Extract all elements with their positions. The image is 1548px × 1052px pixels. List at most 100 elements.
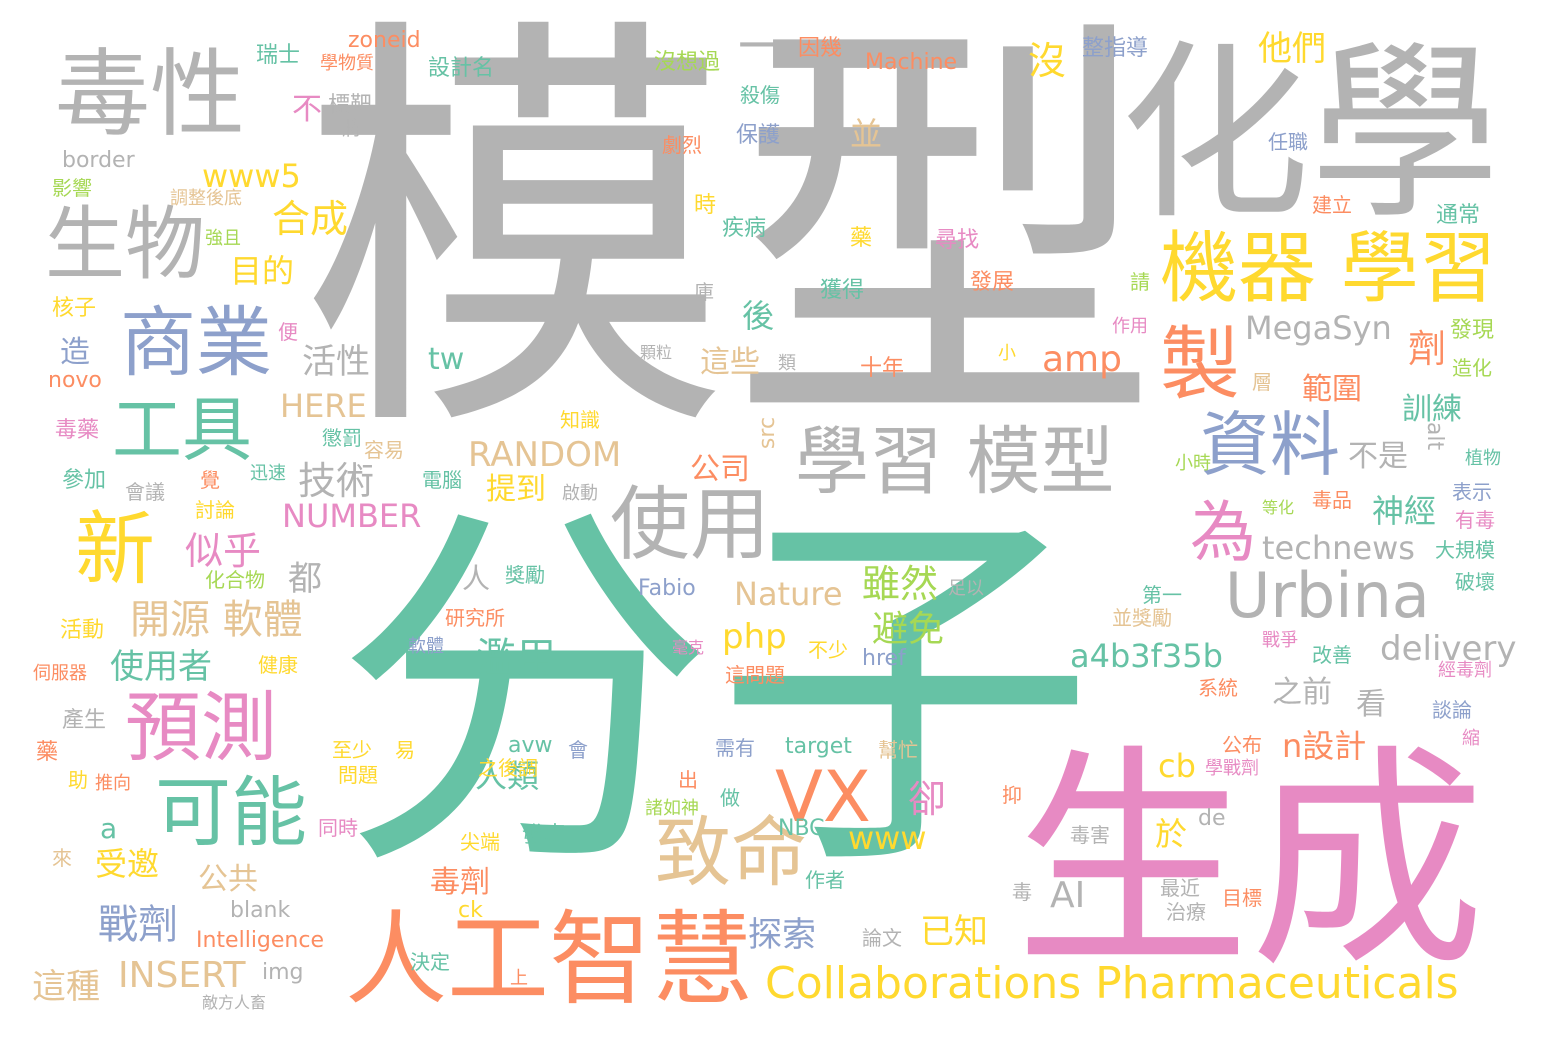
word-plant: 植物 (1465, 448, 1501, 469)
word-urbina: Urbina (1225, 559, 1430, 632)
word-usually: 通常 (1436, 203, 1481, 228)
word-alt: alt (1422, 421, 1448, 451)
word-use: 使用 (610, 478, 770, 571)
word-kind: 類 (778, 353, 796, 374)
word-narcotics: 毒品 (1312, 488, 1352, 512)
word-computer: 電腦 (422, 468, 462, 492)
word-chem-substance: 學物質 (320, 53, 374, 74)
word-switzerland: 瑞士 (256, 43, 301, 68)
word-feel: 覺 (200, 468, 220, 492)
word-server: 伺服器 (33, 663, 87, 684)
word-but: 卻 (908, 777, 947, 821)
word-out: 出 (678, 768, 698, 792)
word-activity: 活性 (302, 342, 370, 382)
word-biology: 生物 (45, 198, 205, 291)
word-person: 人 (462, 562, 491, 595)
word-and-reward: 並獎勵 (1112, 606, 1172, 630)
word-target: target (785, 734, 852, 759)
word-need: 需有 (715, 736, 755, 760)
word-compound: 化合物 (205, 568, 265, 592)
word-medicine: 藥 (850, 226, 873, 251)
word-invited: 受邀 (95, 845, 160, 883)
word-after-adjust: 之後調 (478, 756, 538, 780)
word-ai-zh: 人工智慧 (345, 901, 753, 1020)
word-create: 造 (60, 335, 90, 370)
word-help2: 幫忙 (878, 738, 918, 762)
word-all: 都 (288, 559, 322, 599)
word-toxic-agent: 毒劑 (430, 865, 490, 900)
word-they: 他們 (1258, 29, 1326, 69)
word-drug: 藥 (36, 740, 59, 765)
word-zoneid: zoneid (348, 28, 421, 53)
word-talk: 談論 (1432, 698, 1472, 722)
word-effect: 作用 (1112, 316, 1148, 337)
word-participate: 參加 (62, 468, 107, 493)
word-delivery: delivery (1380, 629, 1517, 669)
word-system: 系統 (1198, 676, 1238, 700)
word-look: 看 (1356, 687, 1386, 722)
word-and: 並 (850, 115, 883, 153)
word-push: 推向 (95, 773, 131, 794)
word-develop: 發展 (970, 270, 1015, 295)
word-none: 沒 (1028, 39, 1067, 83)
word-de: de (1198, 806, 1226, 831)
word-layer: 層 (1252, 370, 1272, 394)
word-indicate: 表示 (1452, 480, 1492, 504)
word-before: 之前 (1272, 675, 1332, 710)
word-harm: 毒害 (1070, 823, 1110, 847)
word-possible: 可能 (155, 768, 307, 857)
word-this-kind: 這種 (32, 967, 100, 1007)
word-vx: VX (775, 756, 871, 838)
word-nature: Nature (734, 575, 843, 613)
word-border: border (62, 148, 135, 173)
word-novo: novo (48, 368, 102, 393)
word-search: 尋找 (935, 228, 980, 253)
word-problem: 問題 (338, 763, 378, 787)
word-do: 做 (720, 786, 740, 810)
word-treat: 治療 (1166, 900, 1206, 924)
word-easy2: 易 (395, 738, 415, 762)
word-training: 訓練 (1402, 392, 1462, 427)
word-punish: 懲罰 (322, 426, 362, 450)
word-not-few: 不少 (808, 638, 848, 662)
word-never-thought: 沒想過 (654, 50, 721, 75)
word-author: 作者 (805, 868, 845, 892)
word-improve: 改善 (1312, 643, 1352, 667)
word-meeting: 會議 (125, 480, 165, 504)
word-learning-model: 學習 模型 (795, 419, 1115, 505)
word-a4b3f35b: a4b3f35b (1070, 637, 1223, 675)
word-range: 範圍 (1302, 372, 1362, 407)
word-user: 使用者 (110, 647, 212, 687)
word-cutting-edge: 尖端 (460, 830, 500, 854)
word-intense: 劇烈 (662, 133, 702, 157)
word-toxic: 有毒 (1455, 508, 1495, 532)
word-come: 來 (52, 846, 72, 870)
word-decide: 決定 (410, 950, 450, 974)
word-agent: 劑 (1408, 327, 1447, 371)
word-www: www (848, 819, 927, 857)
word-time: 時 (694, 193, 717, 218)
word-random: RANDOM (468, 435, 622, 475)
word-poison: 毒藥 (55, 418, 100, 443)
word-recent: 最近 (1160, 876, 1200, 900)
word-adjust-guide: 整指導 (1082, 36, 1149, 61)
word-for: 為 (1190, 494, 1256, 571)
word-up: 上 (510, 968, 528, 989)
word-number: NUMBER (282, 497, 422, 535)
word-meeting-will: 會 (568, 738, 588, 762)
word-public: 公共 (198, 862, 258, 897)
word-avoid: 避免 (872, 609, 945, 650)
word-seems: 似乎 (185, 529, 262, 573)
word-new: 新 (75, 503, 155, 596)
word-nuclear: 核子 (52, 296, 97, 321)
word-software: 軟體 (408, 636, 444, 657)
word-targeted: 標靶 (328, 93, 373, 118)
word-then: 便 (278, 320, 298, 344)
word-nerve-agent: 經毒劑 (1438, 660, 1492, 681)
word-several: 因幾 (798, 36, 843, 61)
word-intelligence: Intelligence (196, 928, 325, 953)
word-milligram: 毫克 (672, 638, 705, 657)
word-at-least: 至少 (332, 738, 372, 762)
word-no: 不 (292, 92, 322, 127)
word-toxin: 毒 (1012, 880, 1032, 904)
